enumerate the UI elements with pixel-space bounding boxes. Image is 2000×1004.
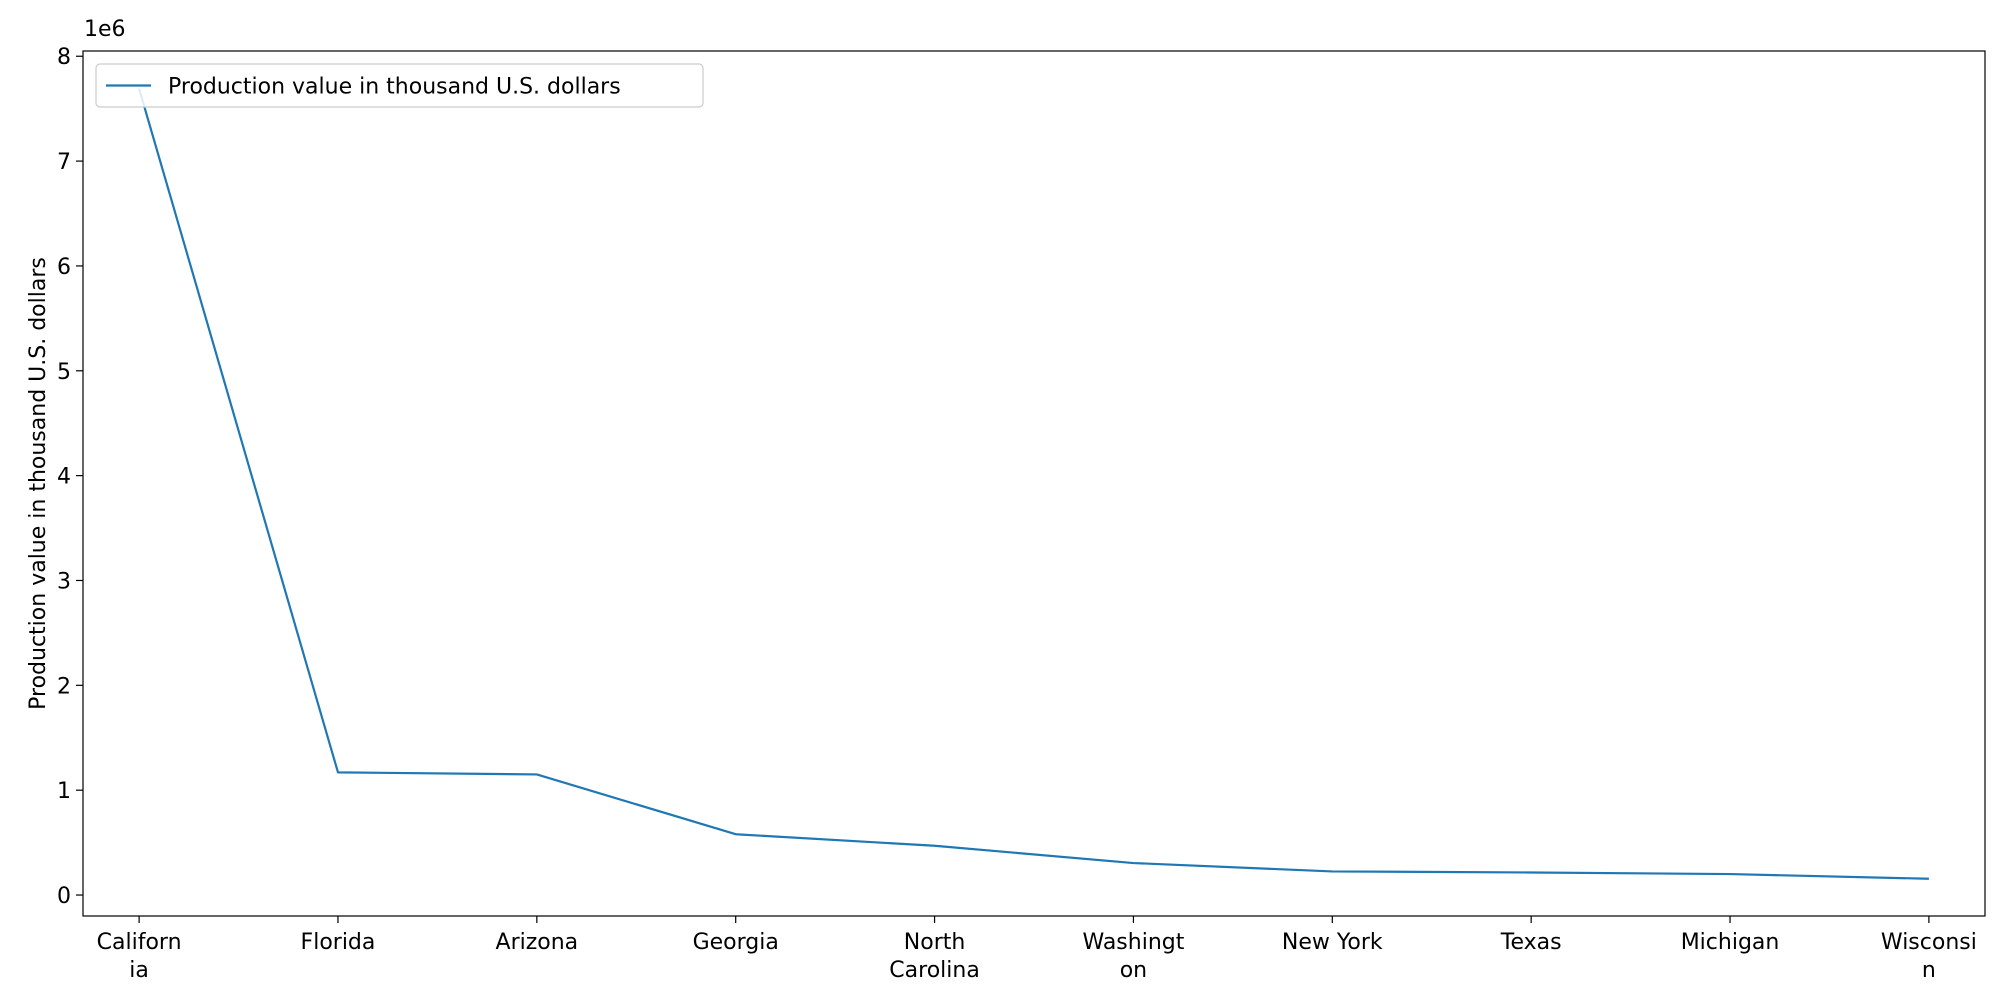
x-tick-label: Arizona [496, 930, 579, 955]
y-axis-label: Production value in thousand U.S. dollar… [26, 257, 51, 710]
x-tick-label: Florida [301, 930, 376, 955]
y-tick-label: 7 [57, 150, 71, 175]
y-tick-label: 8 [57, 45, 71, 70]
x-tick-label: Californ ia [97, 930, 182, 983]
y-tick-label: 1 [57, 779, 71, 804]
x-tick-label: Georgia [693, 930, 779, 955]
legend-box [95, 63, 704, 108]
x-tick-label: Michigan [1681, 930, 1780, 955]
plot-frame [82, 50, 1986, 917]
y-tick-label: 5 [57, 360, 71, 385]
x-tick-label: Washingt on [1082, 930, 1184, 983]
series-line [138, 88, 1929, 880]
y-tick-label: 4 [57, 465, 71, 490]
y-tick-label: 3 [57, 569, 71, 594]
y-tick-label: 2 [57, 674, 71, 699]
y-tick-label: 0 [57, 884, 71, 909]
y-scale-label: 1e6 [84, 17, 126, 42]
x-tick-label: Wisconsi n [1881, 930, 1977, 983]
y-tick-label: 6 [57, 255, 71, 280]
x-tick-label: Texas [1500, 930, 1562, 955]
x-tick-label: North Carolina [889, 930, 980, 983]
legend-label: Production value in thousand U.S. dollar… [168, 75, 621, 100]
x-tick-label: New York [1282, 930, 1383, 955]
